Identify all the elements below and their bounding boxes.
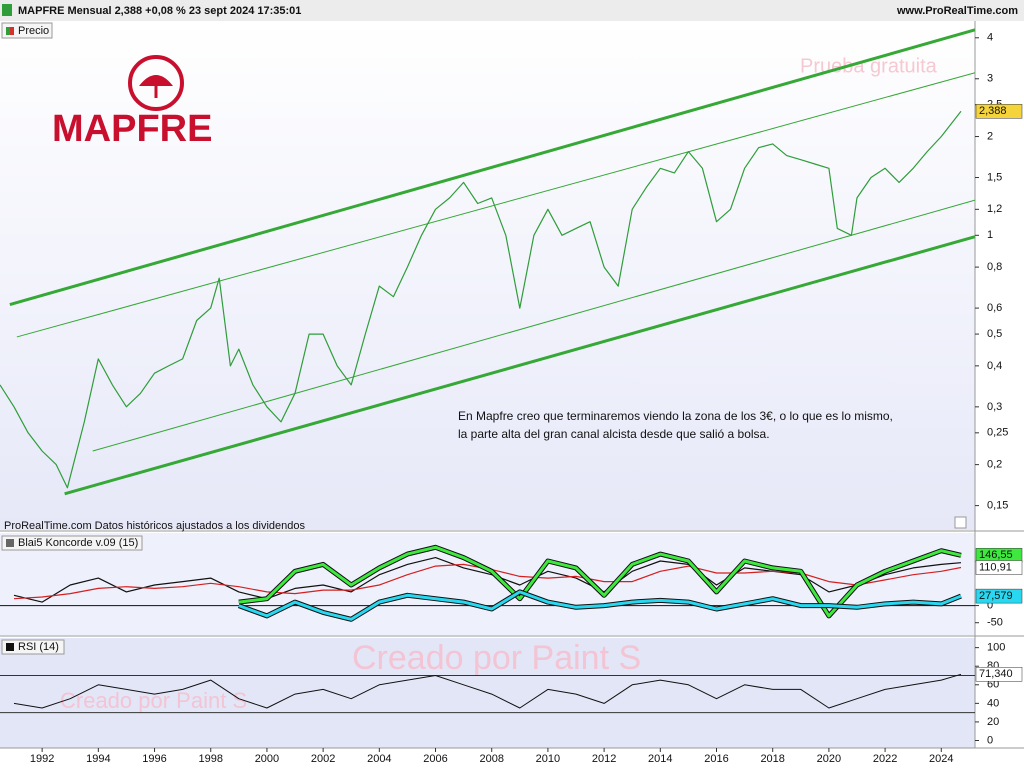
y-tick-label: 60 (987, 679, 999, 691)
price-panel (0, 21, 975, 530)
y-tick-label: 0,8 (987, 261, 1002, 273)
last-value-box (975, 667, 1023, 682)
x-tick-label: 2000 (255, 753, 279, 765)
last-value-label: 27,579 (979, 590, 1013, 602)
y-tick-label: -50 (987, 617, 1003, 629)
series-line (238, 545, 962, 618)
legend-icon (6, 539, 14, 547)
annotation: En Mapfre creo que terminaremos viendo l… (458, 409, 893, 423)
x-tick-label: 1996 (142, 753, 166, 765)
last-value-label: 146,55 (979, 549, 1013, 561)
x-tick-label: 2022 (873, 753, 897, 765)
x-tick-label: 2024 (929, 753, 953, 765)
panel-title: RSI (14) (18, 641, 59, 653)
koncorde-panel (0, 533, 975, 635)
y-tick-label: 0,3 (987, 401, 1002, 413)
x-tick-label: 2004 (367, 753, 391, 765)
last-value-label: 71,340 (979, 668, 1013, 680)
panel-title: Blai5 Koncorde v.09 (15) (18, 537, 138, 549)
last-value-label: 2,388 (979, 105, 1007, 117)
last-value-label: 110,91 (979, 561, 1012, 573)
y-tick-label: 0,15 (987, 500, 1008, 512)
trendline (92, 199, 976, 452)
series-line (13, 673, 962, 709)
y-tick-label: 0 (987, 599, 993, 611)
legend-icon (10, 27, 14, 35)
legend-label: Precio (18, 25, 49, 37)
y-tick-label: 2 (987, 130, 993, 142)
annotation: la parte alta del gran canal alcista des… (458, 427, 770, 441)
x-tick-label: 1992 (30, 753, 54, 765)
x-tick-label: 2002 (311, 753, 335, 765)
x-tick-label: 2018 (760, 753, 784, 765)
y-tick-label: 40 (987, 697, 999, 709)
y-tick-label: 0 (987, 734, 993, 746)
x-tick-label: 2014 (648, 753, 672, 765)
watermark: Creado por Paint S (60, 688, 247, 713)
trendline (9, 28, 976, 307)
header-bar (0, 0, 1024, 21)
x-tick-label: 2020 (817, 753, 841, 765)
watermark: Prueba gratuita (800, 55, 938, 77)
x-tick-label: 1994 (86, 753, 110, 765)
y-tick-label: 0,5 (987, 328, 1002, 340)
legend-box (1, 535, 143, 551)
header-title: MAPFRE Mensual 2,388 +0,08 % 23 sept 202… (18, 5, 301, 17)
y-tick-label: 0,2 (987, 459, 1002, 471)
y-tick-label: 1,2 (987, 203, 1002, 215)
logo-icon (128, 55, 184, 111)
y-tick-label: 1,5 (987, 171, 1002, 183)
y-tick-label: 20 (987, 716, 999, 728)
legend-icon (6, 27, 10, 35)
y-tick-label: 1 (987, 229, 993, 241)
series-line (238, 590, 962, 621)
x-tick-label: 2016 (704, 753, 728, 765)
trendline (64, 235, 976, 496)
legend-icon (6, 643, 14, 651)
series-line (0, 110, 962, 489)
note: ProRealTime.com Datos históricos ajustad… (4, 520, 306, 532)
info-icon[interactable] (954, 516, 967, 529)
legend-box (1, 639, 65, 655)
trendline (16, 72, 976, 338)
header-icon (2, 4, 12, 16)
last-value-box (975, 588, 1023, 604)
x-tick-label: 2010 (536, 753, 560, 765)
x-tick-label: 2012 (592, 753, 616, 765)
last-value-box (975, 104, 1023, 119)
y-tick-label: 100 (987, 642, 1005, 654)
watermark: Creado por Paint S (352, 639, 641, 677)
y-tick-label: 4 (987, 32, 993, 44)
y-tick-label: 3 (987, 73, 993, 85)
logo-text: MAPFRE (52, 108, 212, 150)
last-value-box (975, 560, 1023, 575)
x-tick-label: 2006 (423, 753, 447, 765)
y-tick-label: 0,4 (987, 360, 1002, 372)
source: www.ProRealTime.com (896, 5, 1018, 17)
legend-box (1, 22, 53, 39)
x-tick-label: 1998 (198, 753, 222, 765)
x-tick-label: 2008 (479, 753, 503, 765)
y-tick-label: 0,25 (987, 427, 1008, 439)
y-tick-label: 0,6 (987, 302, 1002, 314)
